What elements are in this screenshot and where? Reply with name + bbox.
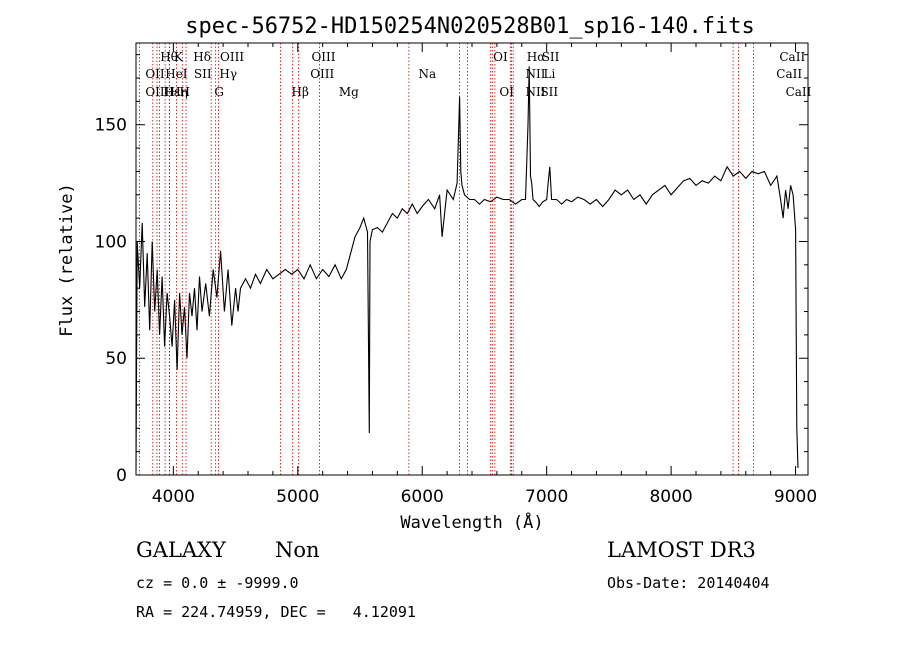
line-label: HeI xyxy=(165,67,188,81)
y-tick-label: 100 xyxy=(95,232,127,252)
y-tick-label: 0 xyxy=(116,466,127,486)
spectrum-line xyxy=(135,66,799,471)
x-tick-label: 7000 xyxy=(525,487,568,507)
plot-frame xyxy=(135,42,809,476)
survey-label: LAMOST DR3 xyxy=(607,538,756,562)
line-label: CaII xyxy=(779,50,805,64)
line-label: SII xyxy=(540,85,558,99)
x-tick-label: 6000 xyxy=(401,487,444,507)
line-label: OI xyxy=(499,85,514,99)
subclass-label: Non xyxy=(275,538,320,562)
line-label: SII xyxy=(542,50,560,64)
line-label: OIII xyxy=(311,50,335,64)
line-label: K xyxy=(174,50,184,64)
x-tick-label: 4000 xyxy=(152,487,195,507)
line-label: OI xyxy=(493,50,508,64)
cz-value: cz = 0.0 ± -9999.0 xyxy=(136,574,299,592)
line-label: Hδ xyxy=(193,50,211,64)
x-tick-label: 8000 xyxy=(649,487,692,507)
line-label: H xyxy=(180,85,190,99)
spectrum-chart: spec-56752-HD150254N020528B01_sp16-140.f… xyxy=(57,14,817,533)
line-label: Li xyxy=(544,67,556,81)
line-label: OIII xyxy=(145,85,169,99)
y-tick-label: 150 xyxy=(95,116,127,136)
line-label: Hε xyxy=(163,85,180,99)
y-axis: 0 50 100 150 xyxy=(95,54,808,486)
line-label: G xyxy=(214,85,224,99)
x-tick-label: 5000 xyxy=(276,487,319,507)
line-label: Na xyxy=(418,67,436,81)
line-label: NII xyxy=(526,85,546,99)
line-label: Hβ xyxy=(292,85,309,99)
y-tick-label: 50 xyxy=(105,349,127,369)
ra-dec: RA = 224.74959, DEC = 4.12091 xyxy=(136,603,416,621)
line-label: Hγ xyxy=(219,67,237,81)
line-label: Hα xyxy=(527,50,546,64)
x-axis-label: Wavelength (Å) xyxy=(400,511,543,533)
line-label: CaII xyxy=(776,67,802,81)
line-label: SII xyxy=(194,67,212,81)
obs-date: Obs-Date: 20140404 xyxy=(607,574,770,592)
chart-title: spec-56752-HD150254N020528B01_sp16-140.f… xyxy=(185,14,755,39)
line-label: Mg xyxy=(339,85,359,99)
x-tick-label: 9000 xyxy=(774,487,817,507)
y-axis-label: Flux (relative) xyxy=(57,183,77,337)
line-markers xyxy=(138,43,754,475)
line-label: Hθ xyxy=(160,50,178,64)
class-label: GALAXY xyxy=(136,538,226,562)
line-label: OII xyxy=(145,67,165,81)
line-label: OIII xyxy=(310,67,334,81)
line-label: Hη xyxy=(170,85,188,99)
x-axis: 4000 5000 6000 7000 8000 9000 xyxy=(152,43,817,507)
line-label: CaII xyxy=(786,85,812,99)
line-label: OIII xyxy=(220,50,244,64)
line-label: NII xyxy=(526,67,546,81)
